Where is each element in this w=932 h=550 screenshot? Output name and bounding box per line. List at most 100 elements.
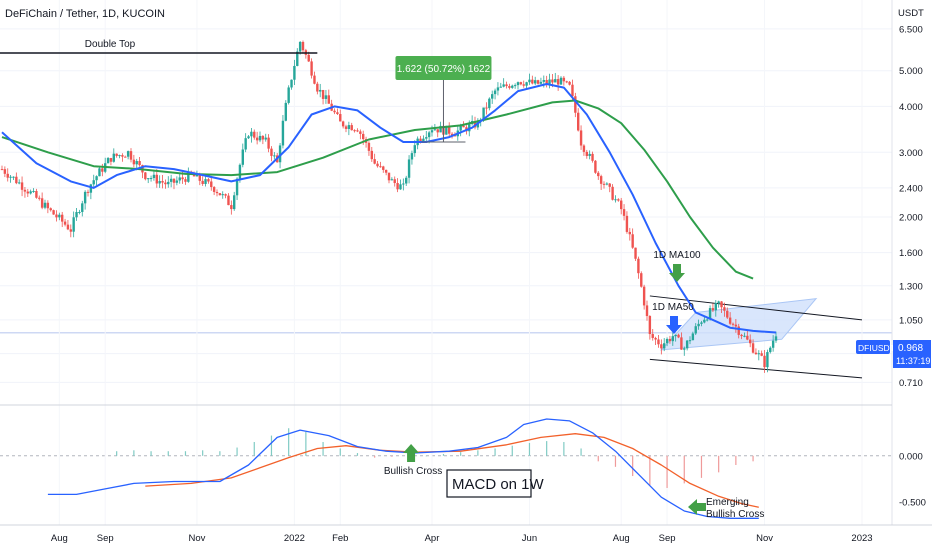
channel-lower-line: [649, 358, 863, 379]
macd-histogram-bar: [219, 451, 221, 456]
macd-title-box: [446, 469, 532, 498]
candle-body: [548, 79, 551, 84]
candle-body: [169, 178, 173, 182]
candle-body: [585, 151, 588, 156]
candle-body: [118, 155, 121, 157]
macd-histogram-bar: [236, 447, 238, 456]
candle-body: [433, 129, 437, 131]
macd-histogram-bar: [167, 451, 169, 456]
macd-histogram-bar: [460, 452, 462, 456]
candle-body: [376, 163, 379, 167]
range-label: 1.622 (50.72%) 1622: [397, 64, 491, 75]
candle-body: [683, 348, 686, 350]
candle-body: [539, 81, 543, 84]
candle-body: [29, 191, 32, 194]
candle-body: [642, 286, 646, 306]
candle-body: [599, 176, 603, 184]
annotations: Double Top 1.622 (50.72%) 1622 1D MA100 1D …: [0, 39, 764, 520]
candle-body: [267, 137, 270, 149]
candle-body: [298, 41, 302, 52]
candle-body: [3, 169, 7, 174]
candle-body: [135, 161, 138, 165]
candle-body: [556, 79, 560, 85]
candle-body: [551, 79, 554, 83]
candle-body: [207, 179, 210, 182]
macd-histogram-bar: [288, 428, 290, 456]
candle-body: [230, 205, 233, 210]
macd-histogram-bar: [442, 453, 445, 456]
candle-body: [9, 176, 12, 178]
time-tick-label: Aug: [613, 533, 630, 544]
double-top-label: Double Top: [85, 39, 136, 50]
candle-body: [98, 168, 101, 177]
macd-tick-label: 0.000: [899, 451, 923, 462]
candle-body: [390, 179, 394, 181]
candle-body: [545, 80, 548, 84]
candle-body: [654, 337, 657, 340]
macd-histogram-bar: [374, 455, 376, 458]
candle-body: [657, 339, 660, 345]
candle-body: [161, 181, 164, 183]
candle-body: [6, 173, 9, 178]
candle-body: [155, 174, 158, 184]
candle-body: [763, 355, 766, 368]
candle-body: [227, 195, 230, 206]
candle-body: [749, 339, 752, 344]
candle-body: [505, 84, 508, 87]
candle-body: [688, 340, 692, 342]
candle-body: [81, 203, 84, 212]
candle-body: [396, 183, 399, 190]
ma100-arrow-icon: [669, 264, 685, 282]
macd-histogram-bar: [666, 455, 668, 488]
candle-body: [40, 198, 44, 208]
macd-histogram-bar: [735, 455, 737, 465]
candle-body: [723, 307, 726, 311]
candle-body: [181, 177, 184, 180]
price-tick-label: 2.000: [899, 213, 923, 224]
candle-body: [0, 169, 4, 171]
candle-body: [301, 41, 305, 51]
candle-body: [574, 96, 577, 113]
candle-body: [399, 184, 402, 190]
candle-body: [55, 214, 58, 218]
candle-body: [491, 94, 494, 99]
candle-body: [224, 194, 227, 196]
candle-body: [622, 209, 626, 216]
candle-body: [63, 221, 67, 225]
price-tick-label: 1.300: [899, 281, 923, 292]
candle-body: [450, 133, 454, 136]
candle-body: [18, 182, 21, 184]
candle-body: [261, 135, 265, 140]
candle-body: [210, 181, 213, 188]
candle-body: [671, 336, 674, 342]
candle-body: [614, 199, 617, 201]
candle-body: [482, 107, 485, 120]
candle-body: [579, 130, 583, 146]
candle-body: [61, 214, 64, 222]
candle-body: [35, 190, 38, 198]
candle-body: [198, 173, 201, 181]
price-tick-label: 3.000: [899, 148, 923, 159]
candle-body: [522, 84, 525, 86]
price-tick-label: 0.710: [899, 378, 923, 389]
candle-body: [648, 316, 652, 335]
macd-histogram-bar: [718, 455, 720, 473]
candle-body: [734, 324, 738, 327]
candle-body: [534, 80, 537, 84]
currency-label: USDT: [898, 8, 924, 19]
macd-signal-line: [145, 433, 759, 508]
candle-body: [92, 180, 95, 185]
candle-body: [525, 82, 528, 86]
candle-body: [554, 79, 557, 83]
macd-histogram-bar: [339, 448, 341, 456]
candle-body: [528, 79, 531, 83]
ma50-line: [1, 83, 777, 334]
candle-body: [436, 129, 439, 133]
time-axis: Aug Sep Nov 2022 Feb Apr Jun Aug Sep Nov 2023: [51, 533, 873, 544]
candle-body: [178, 177, 181, 181]
time-tick-label: 2023: [851, 533, 872, 544]
price-tick-label: 2.400: [899, 183, 923, 194]
candle-body: [339, 114, 342, 122]
candle-body: [218, 193, 222, 196]
candle-body: [12, 176, 15, 178]
